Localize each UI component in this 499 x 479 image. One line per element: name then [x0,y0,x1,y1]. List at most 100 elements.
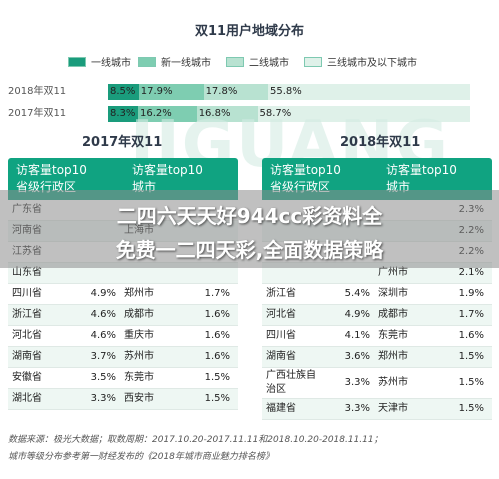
table-row: 湖北省 3.3% 西安市 1.5% [8,389,238,410]
table-row: 广州市 2.1% [262,263,492,284]
bar-segment: 8.5% [108,84,139,100]
city-name: 东莞市 [378,330,408,341]
legend-swatch [226,56,244,67]
city-name: 成都市 [124,309,154,320]
city-name: 广州市 [378,267,408,278]
bar-category-label: 2018年双11 [8,86,67,97]
header-line: 访客量top10 [16,163,87,177]
bar-category-label: 2017年双11 [8,108,67,119]
city-name: 天津市 [378,403,408,414]
table-row: 福建省 3.3% 天津市 1.5% [262,399,492,420]
bar-segment: 16.2% [138,106,197,122]
province-value: 3.7% [90,351,116,362]
bar-track: 8.5% 17.9% 17.8% 55.8% [108,84,470,100]
city-name: 重庆市 [124,330,154,341]
province-value: 3.6% [344,351,370,362]
header-line: 访客量top10 [386,163,457,177]
province-name: 福建省 [266,403,296,414]
table-row: 安徽省 3.5% 东莞市 1.5% [8,368,238,389]
legend-item: 一线城市 [68,54,131,70]
legend-item: 三线城市及以下城市 [304,54,417,70]
table-year-2017: 2017年双11 [82,135,163,150]
province-value: 3.3% [90,393,116,404]
legend-swatch [138,56,156,67]
province-name: 安徽省 [12,372,42,383]
table-row: 浙江省 4.6% 成都市 1.6% [8,305,238,326]
city-name: 东莞市 [124,372,154,383]
overlay-text-line2: 免费一二四天彩,全面数据策略 [115,238,384,262]
province-value: 4.9% [90,288,116,299]
province-value: 3.3% [344,403,370,414]
city-value: 1.5% [458,377,484,388]
table-row: 湖南省 3.7% 苏州市 1.6% [8,347,238,368]
city-value: 2.1% [458,267,484,278]
city-value: 1.7% [204,288,230,299]
table-row: 湖南省 3.6% 郑州市 1.5% [262,347,492,368]
table-row: 浙江省 5.4% 深圳市 1.9% [262,284,492,305]
table-row: 河北省 4.6% 重庆市 1.6% [8,326,238,347]
table-row: 四川省 4.9% 郑州市 1.7% [8,284,238,305]
chart-legend: 一线城市 新一线城市 二线城市 三线城市及以下城市 [68,54,488,70]
table-row: 广西壮族自治区 3.3% 苏州市 1.5% [262,368,492,399]
province-value: 4.9% [344,309,370,320]
legend-item: 新一线城市 [138,54,211,70]
city-name: 深圳市 [378,288,408,299]
city-value: 1.5% [204,393,230,404]
province-name: 四川省 [12,288,42,299]
bar-segment: 55.8% [268,84,470,100]
header-line: 访客量top10 [270,163,341,177]
bar-track: 8.3% 16.2% 16.8% 58.7% [108,106,470,122]
bar-row: 2017年双11 8.3% 16.2% 16.8% 58.7% [0,106,499,122]
province-name: 广西壮族自治区 [266,370,316,395]
header-line: 访客量top10 [132,163,203,177]
bar-segment: 16.8% [196,106,258,122]
city-name: 苏州市 [378,377,408,388]
province-name: 浙江省 [12,309,42,320]
footer-source: 数据来源：极光大数据；取数周期：2017.10.20-2017.11.11和20… [8,435,383,445]
city-name: 苏州市 [124,351,154,362]
bar-segment: 17.9% [138,84,204,100]
city-name: 郑州市 [378,351,408,362]
overlay-text-line1: 二四六天天好944cc彩资料全 [116,204,383,228]
city-value: 1.6% [458,330,484,341]
province-name: 湖北省 [12,393,42,404]
city-value: 1.5% [458,403,484,414]
province-name: 四川省 [266,330,296,341]
table-row: 山东省 [8,263,238,284]
legend-label: 三线城市及以下城市 [327,58,417,69]
province-name: 河北省 [12,330,42,341]
province-value: 3.3% [344,377,370,388]
province-value: 3.5% [90,372,116,383]
city-name: 西安市 [124,393,154,404]
legend-item: 二线城市 [226,54,289,70]
legend-label: 二线城市 [249,58,289,69]
bar-segment: 8.3% [108,106,139,122]
legend-swatch [304,56,322,67]
city-value: 1.5% [458,351,484,362]
city-name: 成都市 [378,309,408,320]
table-year-2018: 2018年双11 [340,135,421,150]
city-name: 郑州市 [124,288,154,299]
table-row: 河北省 4.9% 成都市 1.7% [262,305,492,326]
bar-row: 2018年双11 8.5% 17.9% 17.8% 55.8% [0,84,499,100]
province-value: 4.6% [90,330,116,341]
province-name: 山东省 [12,267,42,278]
province-value: 4.1% [344,330,370,341]
city-value: 1.5% [204,372,230,383]
city-value: 1.6% [204,351,230,362]
footer-note: 城市等级分布参考第一财经发布的《2018年城市商业魅力排名榜》 [8,452,274,462]
table-row: 四川省 4.1% 东莞市 1.6% [262,326,492,347]
promo-overlay-banner: 二四六天天好944cc彩资料全 免费一二四天彩,全面数据策略 [0,190,499,268]
legend-label: 一线城市 [91,58,131,69]
city-value: 1.7% [458,309,484,320]
city-value: 1.6% [204,309,230,320]
province-value: 4.6% [90,309,116,320]
province-value: 5.4% [344,288,370,299]
province-name: 浙江省 [266,288,296,299]
province-name: 湖南省 [266,351,296,362]
chart-title: 双11用户地域分布 [194,24,305,39]
legend-swatch [68,56,86,67]
province-name: 湖南省 [12,351,42,362]
legend-label: 新一线城市 [161,58,211,69]
province-name: 河北省 [266,309,296,320]
